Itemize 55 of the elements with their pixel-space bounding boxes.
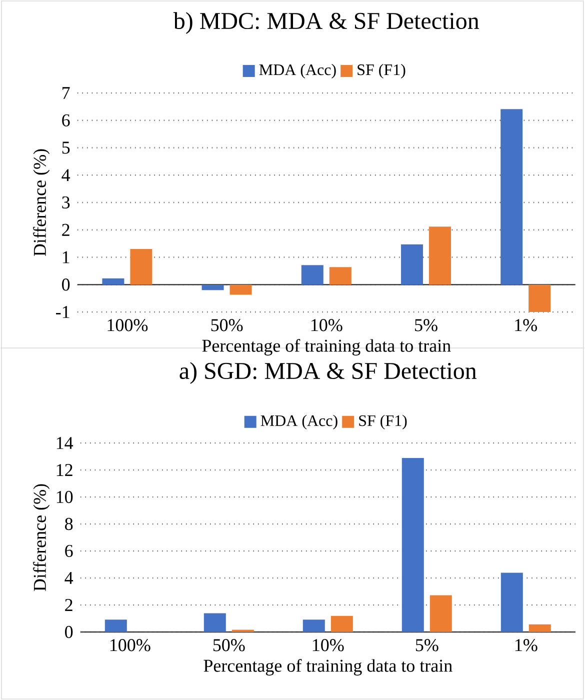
legend-label: SF (F1): [359, 414, 407, 430]
x-tick-label: 5%: [415, 319, 438, 332]
y-tick-label: 8: [65, 518, 73, 530]
chart-title: b) MDC: MDA & SF Detection: [173, 12, 480, 34]
bar: [429, 226, 452, 285]
bar: [500, 572, 523, 632]
bar: [528, 624, 551, 632]
x-tick-label: 50%: [211, 319, 243, 332]
bar: [230, 284, 252, 295]
y-tick-label: 4: [62, 169, 70, 182]
bar: [401, 244, 424, 285]
bar: [330, 616, 353, 632]
bar: [102, 278, 124, 285]
x-tick-label: 5%: [416, 639, 438, 652]
x-tick-label: 10%: [312, 319, 342, 332]
x-tick-label: 1%: [516, 639, 538, 652]
legend-label: MDA (Acc): [260, 414, 338, 430]
y-tick-label: 0: [65, 626, 73, 638]
chart-title: a) SGD: MDA & SF Detection: [180, 362, 477, 384]
x-axis-title: Percentage of training data to train: [202, 339, 451, 356]
y-axis-title: Difference (%): [33, 149, 50, 256]
y-tick-label: 1: [62, 251, 70, 264]
x-tick-label: 100%: [108, 319, 148, 332]
y-tick-label: 2: [65, 599, 72, 611]
y-tick-label: 3: [62, 196, 70, 209]
bar: [500, 109, 523, 285]
bar: [130, 249, 152, 285]
y-tick-label: 7: [62, 87, 70, 99]
x-tick-label: 100%: [110, 639, 150, 652]
y-tick-label: 6: [62, 114, 70, 126]
legend-label: MDA (Acc): [259, 64, 336, 78]
y-tick-label: 5: [62, 142, 70, 154]
y-tick-label: 12: [56, 464, 72, 476]
x-tick-label: 1%: [515, 319, 538, 332]
bar: [204, 613, 226, 632]
y-tick-label: 2: [62, 224, 70, 236]
bar: [202, 284, 224, 290]
bar: [402, 458, 424, 632]
y-tick-label: 4: [64, 572, 74, 584]
y-tick-label: -1: [56, 306, 70, 318]
x-tick-label: 10%: [313, 639, 344, 652]
y-tick-label: 6: [65, 544, 73, 558]
bar: [104, 620, 127, 632]
bar: [430, 595, 452, 632]
bar: [329, 267, 352, 285]
y-axis-title: Difference (%): [33, 484, 50, 592]
bar: [301, 265, 324, 285]
y-tick-label: 0: [62, 278, 70, 291]
y-tick-label: 14: [56, 437, 74, 449]
y-tick-label: 10: [56, 490, 73, 504]
x-axis-title: Percentage of training data to train: [204, 659, 452, 676]
legend-label: SF (F1): [358, 64, 406, 78]
bar: [528, 284, 551, 312]
x-tick-label: 50%: [214, 639, 245, 652]
bar: [302, 620, 325, 632]
